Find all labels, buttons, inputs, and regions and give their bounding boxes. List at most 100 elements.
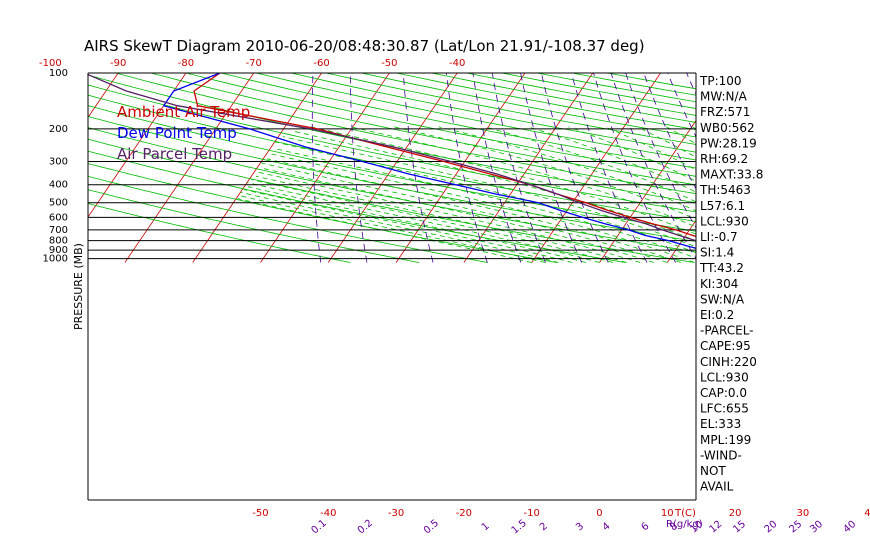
moist-adiabat-line: [568, 126, 696, 182]
series-line-3: [88, 73, 696, 242]
moist-adiabat-line: [244, 189, 573, 263]
top-temp-tick-label: -50: [381, 58, 397, 69]
index-label: SI:1.4: [700, 246, 734, 260]
dry-adiabat-line: [149, 73, 696, 186]
bottom-temp-tick-label: -40: [320, 508, 336, 519]
index-label: MPL:199: [700, 433, 751, 447]
mixing-ratio-tick-label: 4: [601, 521, 613, 534]
pressure-tick-label: 300: [49, 157, 68, 168]
isotherm-line: [88, 73, 119, 119]
index-label: LFC:655: [700, 402, 749, 416]
index-label: -WIND-: [700, 448, 742, 462]
pressure-tick-label: 400: [49, 180, 68, 191]
index-label: SW:N/A: [700, 292, 745, 306]
index-label: TP:100: [699, 74, 742, 88]
moist-adiabat-line: [274, 148, 696, 259]
pressure-tick-label: 1000: [43, 254, 68, 265]
moist-adiabat-line: [237, 198, 532, 263]
index-label: PW:28.19: [700, 136, 757, 150]
moist-adiabat-line: [266, 158, 681, 263]
index-label: LI:-0.7: [700, 230, 738, 244]
moist-adiabat-line: [282, 136, 696, 248]
mixing-ratio-unit-label: R(g/kg): [666, 519, 703, 530]
dry-adiabat-line: [88, 116, 696, 242]
mixing-ratio-line: [520, 73, 583, 263]
moist-adiabat-line: [311, 126, 696, 235]
index-label: NOT: [700, 464, 726, 478]
index-label: KI:304: [700, 277, 738, 291]
plot-area: [88, 73, 696, 263]
mixing-ratio-line: [540, 73, 609, 263]
index-label: EI:0.2: [700, 308, 734, 322]
mixing-ratio-line: [349, 73, 368, 263]
mixing-ratio-tick-label: 3: [574, 521, 586, 534]
dry-adiabat-line: [88, 105, 696, 232]
bottom-temp-tick-label: 30: [797, 508, 810, 519]
pressure-tick-label: 900: [49, 245, 68, 256]
index-label: CAPE:95: [700, 339, 751, 353]
x-axis-unit-label: T(C): [674, 508, 696, 519]
pressure-tick-label: 500: [49, 198, 68, 209]
top-temp-tick-label: -90: [110, 58, 126, 69]
index-label: TH:5463: [699, 183, 751, 197]
mixing-ratio-line: [311, 73, 322, 263]
bottom-temp-tick-label: -50: [252, 508, 268, 519]
index-label: L57:6.1: [700, 199, 745, 213]
moist-adiabat-line: [256, 175, 627, 263]
mixing-ratio-line: [472, 73, 522, 263]
dry-adiabat-line: [88, 127, 696, 253]
dry-adiabat-line: [88, 203, 351, 263]
dry-adiabat-line: [88, 84, 696, 213]
moist-adiabat-line: [247, 182, 600, 263]
dry-adiabat-line: [88, 189, 420, 263]
top-temp-tick-label: -80: [178, 58, 194, 69]
index-label: WB0:562: [700, 121, 755, 135]
series-line-1: [193, 73, 696, 238]
top-temp-tick-label: -70: [246, 58, 262, 69]
index-label: CINH:220: [700, 355, 757, 369]
bottom-temp-tick-label: 40: [864, 508, 870, 519]
mixing-ratio-tick-label: 6: [640, 521, 652, 534]
pressure-tick-label: 100: [49, 68, 68, 79]
moist-adiabat-line: [274, 141, 696, 254]
bottom-temp-tick-label: 20: [729, 508, 742, 519]
index-label: FRZ:571: [700, 105, 750, 119]
dry-adiabat-line: [88, 175, 489, 263]
bottom-temp-tick-label: 0: [596, 508, 602, 519]
moist-adiabat-line: [255, 171, 641, 263]
legend-item: Ambient Air Temp: [117, 103, 250, 121]
dry-adiabat-line: [254, 73, 696, 161]
pressure-tick-label: 700: [49, 225, 68, 236]
moist-adiabat-line: [247, 186, 587, 263]
pressure-tick-label: 600: [49, 212, 68, 223]
profile-series: [88, 73, 696, 249]
index-label: CAP:0.0: [700, 386, 747, 400]
mixing-ratio-line: [491, 73, 546, 263]
bottom-temp-tick-label: -10: [524, 508, 540, 519]
bottom-temp-tick-label: 10: [661, 508, 674, 519]
moist-adiabat-line: [251, 179, 614, 263]
mixing-ratio-tick-label: 2: [538, 521, 550, 534]
chart-title: AIRS SkewT Diagram 2010-06-20/08:48:30.8…: [84, 37, 645, 55]
moist-adiabat-lines: [237, 126, 696, 263]
mixing-ratio-line: [571, 73, 648, 263]
legend: Ambient Air Temp Dew Point Temp Air Parcel…: [117, 103, 250, 163]
mixing-ratio-line: [446, 73, 488, 263]
dry-adiabat-line: [289, 73, 696, 153]
mixing-ratio-line: [610, 73, 696, 260]
legend-item: Air Parcel Temp: [117, 145, 232, 163]
top-temp-tick-label: -40: [449, 58, 465, 69]
dry-adiabat-line: [184, 73, 696, 177]
bottom-temperature-tick-labels: -50 -40 -30 -20 -10 0 10 20 30 40: [252, 508, 870, 519]
top-temp-tick-label: -100: [39, 58, 62, 69]
index-label: MAXT:33.8: [700, 168, 763, 182]
index-label: LCL:930: [700, 370, 749, 384]
legend-item: Dew Point Temp: [117, 124, 237, 142]
dry-adiabat-line: [88, 138, 695, 263]
moist-adiabat-line: [438, 126, 696, 212]
series-line-2: [162, 73, 696, 249]
dry-adiabat-line: [88, 163, 557, 263]
